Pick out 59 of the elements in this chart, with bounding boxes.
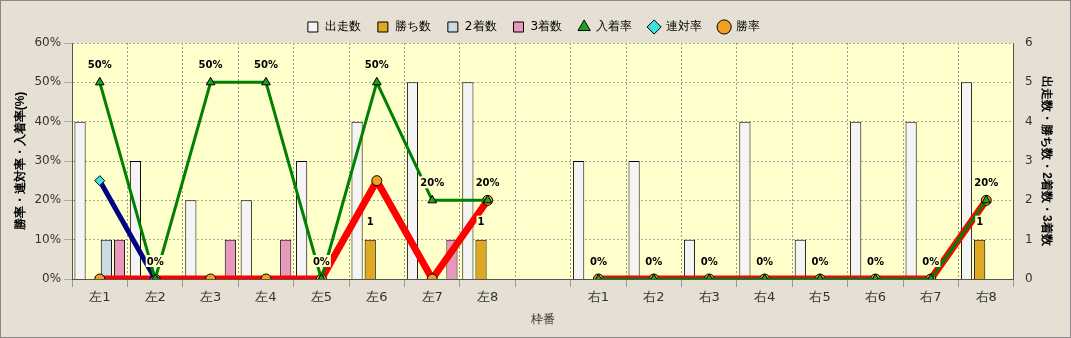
- data-label: 0%: [922, 255, 940, 267]
- legend-label: 2着数: [464, 19, 497, 34]
- data-label: 20%: [420, 176, 445, 188]
- data-label: 50%: [364, 58, 389, 70]
- y2-tick-label: 1: [1024, 231, 1033, 246]
- x-tick-label: 左7: [421, 289, 443, 305]
- x-tick-label: 右5: [809, 289, 831, 305]
- x-tick-label: 右4: [754, 289, 776, 305]
- y-tick-label: 10%: [34, 231, 62, 246]
- y2-tick-label: 5: [1024, 74, 1033, 89]
- data-label: 1: [477, 216, 485, 228]
- legend-label: 3着数: [530, 19, 563, 34]
- x-tick-label: 左3: [199, 289, 222, 305]
- y-axis-title: 勝率・連対率・入着率(%): [12, 91, 27, 232]
- y-tick-label: 60%: [34, 35, 62, 50]
- y2-tick-label: 4: [1024, 113, 1033, 128]
- legend-label: 連対率: [666, 19, 703, 34]
- data-label: 50%: [198, 58, 223, 70]
- legend-label: 入着率: [596, 19, 633, 34]
- y2-tick-label: 2: [1024, 192, 1033, 207]
- data-label: 0%: [312, 255, 330, 267]
- x-axis-title: 枠番: [530, 312, 556, 327]
- y2-axis-title: 出走数・勝ち数・2着数・3着数: [1040, 76, 1055, 247]
- x-tick-label: 右6: [864, 289, 887, 305]
- data-label: 0%: [700, 255, 718, 267]
- x-tick-label: 右1: [587, 289, 610, 305]
- y-tick-label: 20%: [34, 192, 62, 207]
- x-tick-label: 左1: [89, 289, 111, 305]
- y2-tick-label: 6: [1024, 35, 1033, 50]
- y2-tick-label: 0: [1024, 271, 1033, 286]
- x-tick-label: 右8: [975, 289, 997, 305]
- data-label: 0%: [645, 255, 663, 267]
- y-tick-label: 40%: [34, 113, 62, 128]
- x-tick-label: 左4: [255, 289, 277, 305]
- data-label: 50%: [254, 58, 278, 70]
- data-label: 0%: [756, 255, 774, 267]
- data-label: 20%: [974, 176, 999, 188]
- data-label: 0%: [589, 255, 607, 267]
- y-tick-label: 0%: [42, 271, 62, 286]
- y2-tick-label: 3: [1024, 153, 1033, 168]
- x-tick-label: 右7: [920, 289, 942, 305]
- data-label: 0%: [146, 255, 164, 267]
- data-label: 20%: [475, 176, 500, 188]
- legend-label: 出走数: [324, 19, 361, 34]
- x-tick-label: 左2: [144, 289, 166, 305]
- data-label: 50%: [87, 58, 112, 70]
- y-tick-label: 50%: [34, 74, 62, 89]
- data-label: 1: [366, 216, 374, 228]
- y-tick-label: 30%: [34, 153, 62, 168]
- x-tick-label: 右2: [643, 289, 665, 305]
- legend-label: 勝率: [736, 19, 761, 34]
- data-label: 1: [976, 216, 984, 228]
- x-tick-label: 右3: [698, 289, 720, 305]
- x-tick-label: 左6: [366, 289, 388, 305]
- data-label: 0%: [866, 255, 884, 267]
- legend-label: 勝ち数: [394, 19, 431, 34]
- x-tick-label: 左8: [476, 289, 499, 305]
- data-label: 0%: [811, 255, 829, 267]
- x-tick-label: 左5: [310, 289, 333, 305]
